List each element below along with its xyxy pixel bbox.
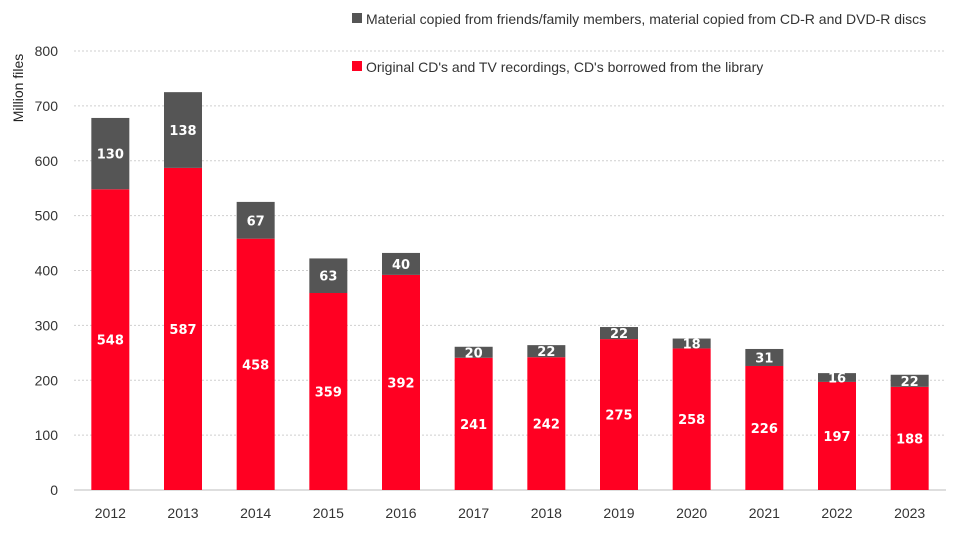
bar-label-original: 458 [242, 358, 269, 373]
y-tick-label: 500 [35, 208, 59, 224]
x-tick-label: 2022 [821, 505, 852, 521]
x-tick-label: 2016 [385, 505, 416, 521]
bar-copied-2015 [309, 258, 348, 293]
y-tick-label: 800 [35, 43, 59, 59]
bar-copied-2012 [91, 117, 130, 190]
bar-labels: 548 130 587 138 458 67 359 63 392 40 241 20 242 22 275… [97, 124, 923, 447]
bar-label-original: 242 [533, 418, 560, 433]
bar-label-copied: 20 [465, 346, 483, 361]
y-tick-label: 0 [50, 482, 58, 498]
bar-original-2023 [890, 386, 929, 490]
bar-copied-2023 [890, 374, 929, 387]
bar-label-copied: 22 [610, 327, 628, 342]
bar-label-copied: 22 [901, 375, 919, 390]
bars [91, 92, 929, 491]
bar-label-original: 197 [823, 430, 850, 445]
y-tick-label: 300 [35, 317, 59, 333]
y-tick-label: 600 [35, 153, 59, 169]
bar-copied-2017 [454, 346, 493, 358]
bar-label-original: 258 [678, 413, 705, 428]
bar-original-2022 [818, 381, 856, 490]
bar-copied-2021 [745, 348, 784, 366]
y-tick-label: 400 [35, 263, 59, 279]
x-tick-label: 2023 [894, 505, 925, 521]
bar-original-2020 [672, 348, 711, 490]
bar-label-original: 587 [169, 323, 196, 338]
bar-label-copied: 16 [828, 372, 846, 387]
bar-original-2017 [454, 357, 493, 490]
bar-label-original: 548 [97, 334, 124, 349]
bar-original-2013 [164, 167, 202, 491]
x-tick-label: 2017 [458, 505, 489, 521]
bar-label-copied: 31 [755, 351, 773, 366]
x-tick-label: 2013 [167, 505, 198, 521]
bar-copied-2019 [600, 327, 638, 340]
bar-original-2019 [600, 339, 638, 490]
bar-label-copied: 18 [683, 337, 701, 352]
bar-copied-2018 [527, 345, 566, 358]
x-tick-label: 2015 [313, 505, 344, 521]
bar-label-copied: 130 [97, 148, 124, 163]
bar-label-original: 226 [751, 422, 778, 437]
bar-original-2018 [527, 357, 566, 490]
bar-original-2015 [309, 292, 348, 490]
axes: 0 100 200 300 400 500 600 700 800 Million files 20… [10, 43, 946, 521]
bar-copied-2016 [382, 252, 420, 275]
bar-original-2012 [91, 189, 130, 490]
y-tick-label: 100 [35, 427, 59, 443]
bar-label-copied: 22 [537, 345, 555, 360]
bar-label-original: 392 [387, 376, 414, 391]
y-axis-title: Million files [10, 54, 26, 122]
legend-swatch [352, 61, 362, 71]
legend-label: Original CD's and TV recordings, CD's bo… [366, 59, 763, 75]
gridlines [74, 50, 946, 436]
x-tick-label: 2018 [531, 505, 562, 521]
y-tick-label: 700 [35, 98, 59, 114]
legend-swatch [352, 13, 362, 23]
bar-label-original: 275 [605, 409, 632, 424]
bar-label-original: 359 [315, 385, 342, 400]
bar-copied-2022 [818, 373, 856, 382]
bar-copied-2020 [672, 338, 711, 349]
legend-label: Material copied from friends/family memb… [366, 11, 926, 27]
bar-label-original: 241 [460, 418, 487, 433]
x-tick-label: 2014 [240, 505, 271, 521]
bar-copied-2013 [164, 92, 202, 168]
bar-label-copied: 40 [392, 258, 410, 273]
bar-label-copied: 67 [247, 214, 265, 229]
x-tick-label: 2012 [95, 505, 126, 521]
y-tick-label: 200 [35, 372, 59, 388]
bar-label-copied: 138 [169, 124, 196, 139]
x-tick-label: 2019 [603, 505, 634, 521]
bar-original-2016 [382, 274, 420, 490]
bar-label-original: 188 [896, 432, 923, 447]
bar-copied-2014 [236, 201, 275, 239]
bar-original-2021 [745, 365, 784, 490]
x-tick-label: 2021 [749, 505, 780, 521]
x-tick-label: 2020 [676, 505, 707, 521]
bar-original-2014 [236, 238, 275, 490]
bar-label-copied: 63 [319, 270, 337, 285]
legend: Material copied from friends/family memb… [352, 11, 926, 75]
